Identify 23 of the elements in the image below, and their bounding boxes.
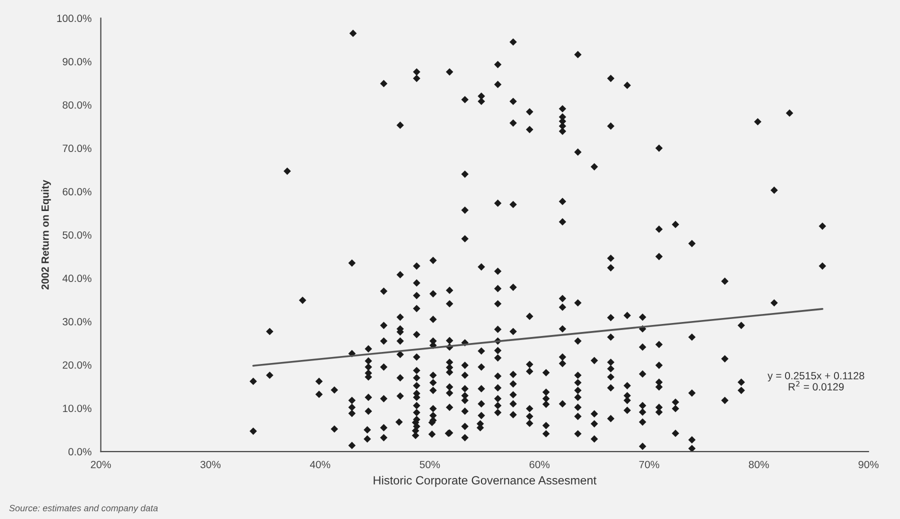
x-tick-label: 70% [639,460,660,468]
x-tick-label: 30% [200,460,221,468]
x-tick-label: 40% [310,460,330,468]
x-tick-label: 90% [858,460,879,468]
y-tick-label: 30.0% [62,318,92,326]
x-tick-label: 80% [748,460,769,468]
y-tick-label: 10.0% [63,404,92,412]
y-tick-label: 90.0% [62,58,92,66]
y-tick-label: 20.0% [62,361,92,369]
y-tick-label: 0.0% [68,448,92,456]
y-tick-label: 80.0% [62,101,92,109]
x-tick-label: 20% [90,460,111,468]
source-note: Source: estimates and company data [9,504,158,514]
y-tick-label: 70.0% [62,144,92,152]
y-tick-label: 40.0% [62,274,92,282]
y-tick-label: 100.0% [57,14,92,22]
x-tick-label: 60% [530,460,550,468]
y-tick-label: 60.0% [62,188,92,196]
y-tick-label: 50.0% [62,231,92,239]
y-axis-title: 2002 Return on Equity [41,180,51,290]
x-axis-title: Historic Corporate Governance Assesment [374,476,596,487]
annotation: y = 0.2515x + 0.1128 R$^{2}$ = 0.0129 [768,372,864,391]
x-tick-label: 50% [420,460,440,468]
